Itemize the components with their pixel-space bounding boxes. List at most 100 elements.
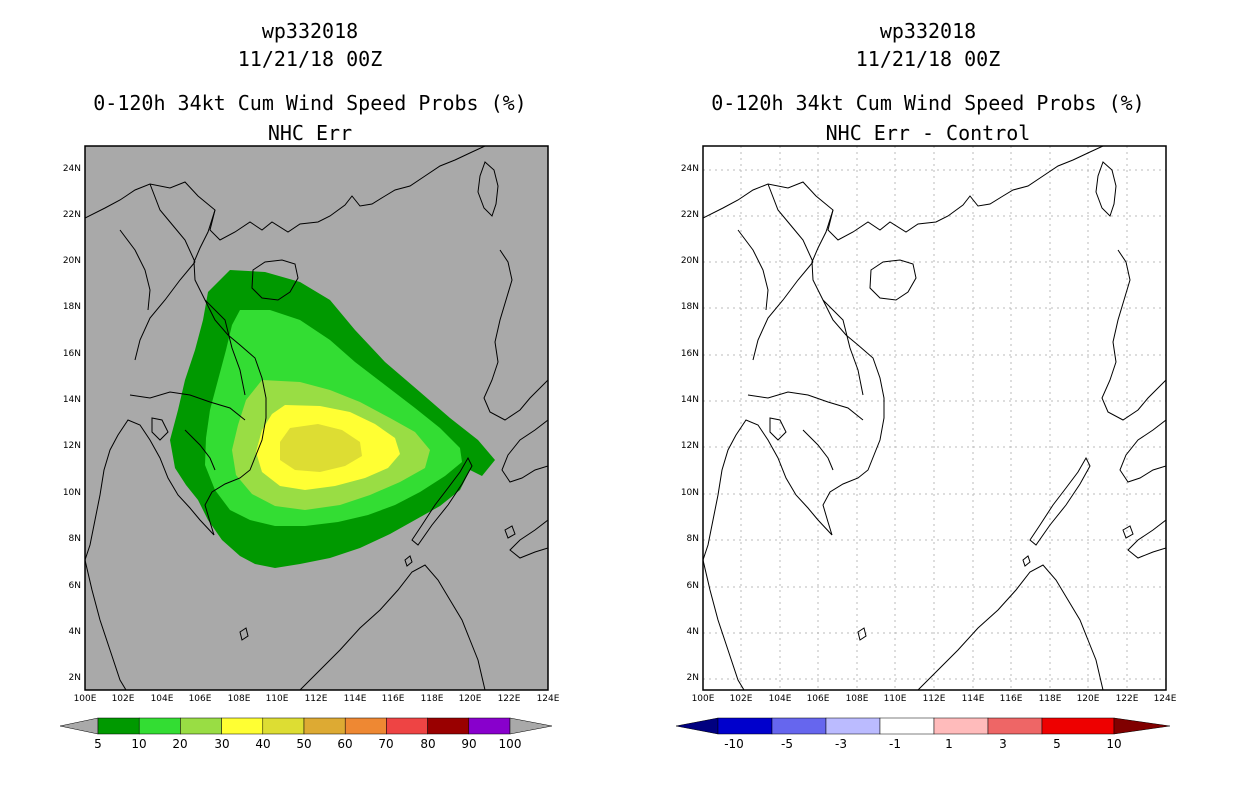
right-lon-label: 118E (1038, 694, 1062, 704)
right-cb-swatch (1041, 717, 1115, 735)
right-lon-label: 104E (768, 694, 792, 704)
left-prob-contours (170, 270, 495, 568)
right-lat-label: 8N (686, 534, 699, 544)
right-cb-label: 1 (945, 737, 953, 751)
right-cb-swatch (933, 717, 989, 735)
left-cb-label: 50 (296, 737, 312, 751)
left-lon-label: 114E (343, 694, 367, 704)
right-lon-label: 122E (1115, 694, 1139, 704)
left-cb-swatch (468, 717, 511, 735)
left-lat-label: 6N (68, 581, 81, 591)
left-cb-swatch (386, 717, 428, 735)
left-lat-label: 10N (62, 488, 81, 498)
left-lon-label: 108E (227, 694, 251, 704)
right-colorbar-over (1113, 717, 1171, 735)
left-lat-label: 2N (68, 673, 81, 683)
right-cb-swatch (879, 717, 935, 735)
right-cb-swatch (825, 717, 881, 735)
left-cb-label: 90 (461, 737, 477, 751)
right-lon-label: 112E (922, 694, 946, 704)
right-lat-label: 16N (680, 349, 699, 359)
left-colorbar-over (509, 717, 553, 735)
right-lon-label: 120E (1076, 694, 1100, 704)
left-datetime: 11/21/18 00Z (237, 47, 383, 71)
left-cb-label: 70 (378, 737, 394, 751)
right-gridlines (703, 146, 1166, 690)
right-lon-label: 100E (691, 694, 715, 704)
right-storm-id: wp332018 (879, 19, 977, 43)
left-cb-swatch (97, 717, 140, 735)
right-cb-label: -5 (781, 737, 793, 751)
right-cb-swatch (987, 717, 1043, 735)
left-storm-id: wp332018 (261, 19, 359, 43)
left-lat-label: 8N (68, 534, 81, 544)
right-lat-label: 18N (680, 302, 699, 312)
right-colorbar (675, 717, 1171, 735)
right-lon-label: 116E (999, 694, 1023, 704)
left-cb-swatch (262, 717, 305, 735)
contour-40 (280, 424, 362, 472)
right-cb-swatch (717, 717, 773, 735)
left-lat-label: 20N (62, 256, 81, 266)
right-lat-label: 24N (680, 164, 699, 174)
right-lon-label: 108E (845, 694, 869, 704)
right-lat-label: 22N (680, 210, 699, 220)
right-cb-label: 5 (1053, 737, 1061, 751)
left-cb-label: 10 (131, 737, 147, 751)
left-lat-label: 16N (62, 349, 81, 359)
right-lon-label: 110E (883, 694, 907, 704)
left-cb-swatch (303, 717, 346, 735)
left-lon-label: 120E (458, 694, 482, 704)
left-cb-swatch (221, 717, 264, 735)
right-lon-label: 114E (961, 694, 985, 704)
left-lon-label: 116E (381, 694, 405, 704)
right-cb-label: -1 (889, 737, 901, 751)
left-lon-label: 118E (420, 694, 444, 704)
left-cb-label: 60 (337, 737, 353, 751)
left-cb-label: 40 (255, 737, 271, 751)
right-lat-label: 10N (680, 488, 699, 498)
left-lat-label: 18N (62, 302, 81, 312)
left-lat-label: 24N (62, 164, 81, 174)
left-map-frame (84, 145, 549, 691)
right-cb-label: 3 (999, 737, 1007, 751)
right-lon-label: 124E (1153, 694, 1177, 704)
right-colorbar-under (675, 717, 719, 735)
left-cb-label: 30 (214, 737, 230, 751)
left-lat-label: 4N (68, 627, 81, 637)
left-cb-swatch (138, 717, 181, 735)
left-cb-label: 20 (172, 737, 188, 751)
left-lat-label: 14N (62, 395, 81, 405)
right-lon-label: 102E (729, 694, 753, 704)
left-lon-label: 104E (150, 694, 174, 704)
right-cb-label: 10 (1106, 737, 1122, 751)
left-lat-label: 22N (62, 210, 81, 220)
left-cb-label: 5 (94, 737, 102, 751)
left-cb-swatch (180, 717, 222, 735)
left-lon-label: 112E (304, 694, 328, 704)
right-datetime: 11/21/18 00Z (855, 47, 1001, 71)
right-lat-label: 4N (686, 627, 699, 637)
left-cb-label: 80 (420, 737, 436, 751)
right-lat-label: 12N (680, 441, 699, 451)
left-lon-label: 102E (111, 694, 135, 704)
left-product-title: 0-120h 34kt Cum Wind Speed Probs (%) (93, 91, 527, 115)
left-colorbar (59, 717, 553, 735)
right-product-title: 0-120h 34kt Cum Wind Speed Probs (%) (711, 91, 1145, 115)
left-lon-label: 110E (265, 694, 289, 704)
left-cb-label: 100 (498, 737, 522, 751)
right-cb-swatch (771, 717, 827, 735)
left-lat-label: 12N (62, 441, 81, 451)
right-cb-label: -10 (724, 737, 744, 751)
right-lat-label: 20N (680, 256, 699, 266)
right-lat-label: 14N (680, 395, 699, 405)
left-cb-swatch (427, 717, 470, 735)
right-lon-label: 106E (806, 694, 830, 704)
left-colorbar-under (59, 717, 99, 735)
left-cb-swatch (344, 717, 387, 735)
left-lon-label: 122E (497, 694, 521, 704)
left-lon-label: 100E (73, 694, 97, 704)
right-lat-label: 6N (686, 581, 699, 591)
right-map-frame (702, 145, 1167, 691)
